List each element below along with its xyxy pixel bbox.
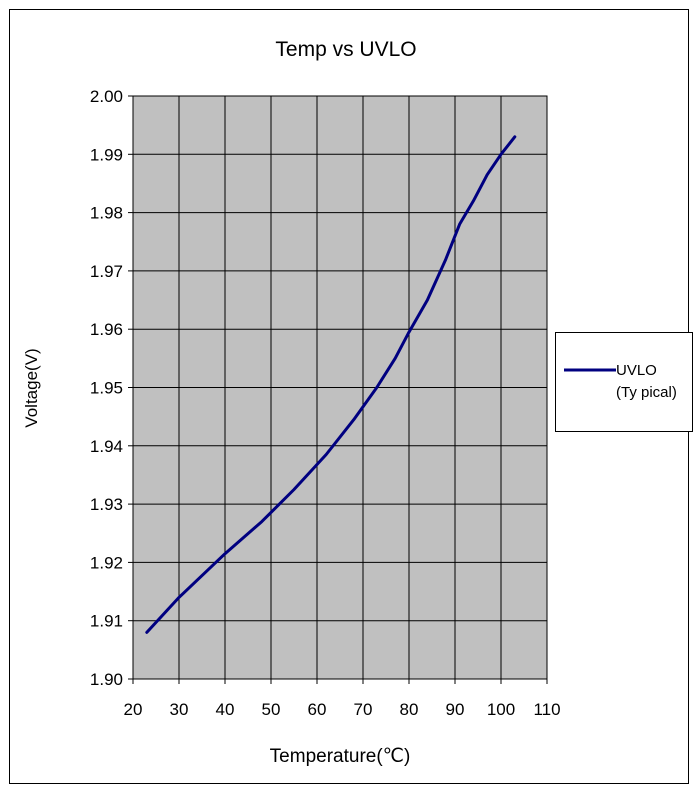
x-tick-label: 90	[446, 700, 465, 719]
x-tick-label: 70	[354, 700, 373, 719]
series-line-uvlo	[145, 135, 517, 634]
y-tick-label: 1.91	[90, 612, 123, 631]
legend-label-line: UVLO	[616, 362, 657, 379]
y-tick-label: 1.94	[90, 437, 123, 456]
x-tick-label: 60	[308, 700, 327, 719]
y-tick-label: 1.92	[90, 553, 123, 572]
y-tick-label: 1.93	[90, 495, 123, 514]
x-tick-label: 40	[216, 700, 235, 719]
x-tick-labels: 20 30 40 50 60 70 80 90 100 110	[124, 700, 561, 719]
legend: UVLO (Ty pical)	[555, 332, 693, 432]
x-tick-label: 20	[124, 700, 143, 719]
y-tick-labels: 1.90 1.91 1.92 1.93 1.94 1.95 1.96 1.97 1.98 1.99…	[90, 87, 123, 689]
y-tick-label: 1.90	[90, 670, 123, 689]
y-axis-label: Voltage(V)	[22, 348, 41, 427]
y-tick-label: 2.00	[90, 87, 123, 106]
x-tick-label: 80	[400, 700, 419, 719]
grid-lines	[128, 95, 548, 684]
x-axis-label: Temperature(℃)	[270, 746, 411, 767]
y-tick-label: 1.99	[90, 145, 123, 164]
legend-label-line: (Ty pical)	[616, 384, 677, 401]
x-tick-label: 50	[262, 700, 281, 719]
y-tick-label: 1.97	[90, 262, 123, 281]
x-tick-label: 30	[170, 700, 189, 719]
y-tick-label: 1.96	[90, 320, 123, 339]
legend-label-uvlo: UVLO (Ty pical)	[616, 362, 677, 401]
chart-title: Temp vs UVLO	[275, 38, 416, 61]
x-tick-label: 110	[533, 700, 560, 719]
x-tick-label: 100	[487, 700, 515, 719]
y-tick-label: 1.95	[90, 379, 123, 398]
y-tick-label: 1.98	[90, 204, 123, 223]
series-group	[145, 135, 517, 634]
